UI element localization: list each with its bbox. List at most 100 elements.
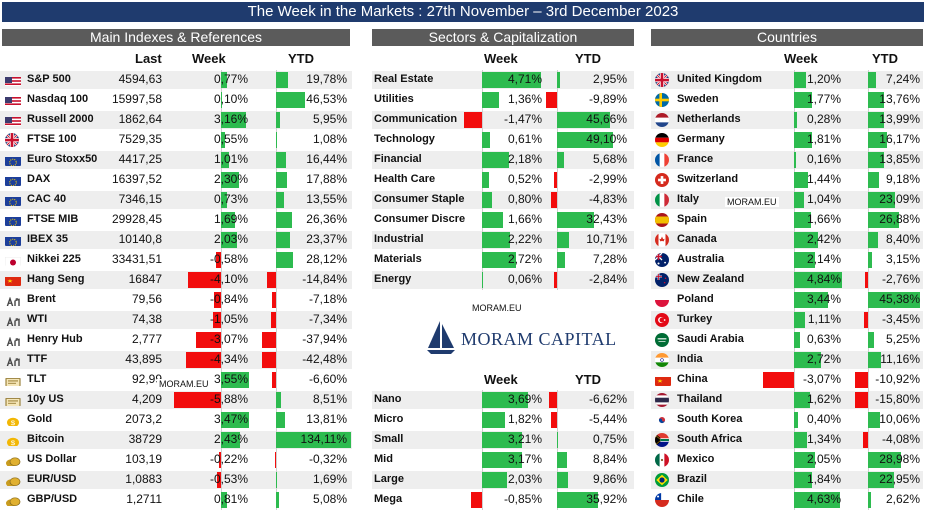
table-row[interactable]: Energy 0,06% -2,84% [372,270,634,290]
week-value: 1,66% [806,212,841,226]
row-name: TLT [27,373,47,385]
table-row[interactable]: Switzerland 1,44% 9,18% [651,170,923,190]
table-row[interactable]: Health Care 0,52% -2,99% [372,170,634,190]
table-row[interactable]: EUR/USD 1,0883 -0,53% 1,69% [0,470,352,490]
table-row[interactable]: S&P 500 4594,63 0,77% 19,78% [0,70,352,90]
row-name: Consumer Discre [374,213,466,225]
table-row[interactable]: Technology 0,61% 49,10% [372,130,634,150]
table-row[interactable]: Russell 2000 1862,64 3,16% 5,95% [0,110,352,130]
row-name: Brent [27,293,56,305]
table-row[interactable]: Canada 2,42% 8,40% [651,230,923,250]
row-name: Utilities [374,93,414,105]
table-row[interactable]: Large 2,03% 9,86% [372,470,634,490]
table-row[interactable]: $ Gold 2073,2 3,47% 13,81% [0,410,352,430]
week-axis [482,110,483,130]
table-row[interactable]: Nasdaq 100 15997,58 0,10% 46,53% [0,90,352,110]
table-row[interactable]: United Kingdom 1,20% 7,24% [651,70,923,90]
table-row[interactable]: TLT 92,99 3,55% -6,60% [0,370,352,390]
table-row[interactable]: DAX 16397,52 2,30% 17,88% [0,170,352,190]
table-row[interactable]: Brent 79,56 -0,84% -7,18% [0,290,352,310]
table-row[interactable]: Sweden 1,77% 13,76% [651,90,923,110]
table-row[interactable]: India 2,72% 11,16% [651,350,923,370]
table-row[interactable]: Euro Stoxx50 4417,25 1,01% 16,44% [0,150,352,170]
table-row[interactable]: Micro 1,82% -5,44% [372,410,634,430]
week-axis [794,370,795,390]
table-row[interactable]: Nano 3,69% -6,62% [372,390,634,410]
table-row[interactable]: FTSE 100 7529,35 0,55% 1,08% [0,130,352,150]
week-bar [219,452,221,468]
table-row[interactable]: Consumer Staple 0,80% -4,83% [372,190,634,210]
table-row[interactable]: Poland 3,44% 45,38% [651,290,923,310]
table-row[interactable]: Hang Seng 16847 -4,10% -14,84% [0,270,352,290]
table-row[interactable]: CAC 40 7346,15 0,73% 13,55% [0,190,352,210]
table-row[interactable]: Consumer Discre 1,66% 32,43% [372,210,634,230]
row-name: Nikkei 225 [27,253,81,265]
table-row[interactable]: South Korea 0,40% 10,06% [651,410,923,430]
week-bar [482,272,483,288]
week-value: -0,85% [503,492,542,506]
ytd-value: 13,99% [879,112,920,126]
table-row[interactable]: Communication -1,47% 45,66% [372,110,634,130]
ytd-bar [855,392,868,408]
table-row[interactable]: France 0,16% 13,85% [651,150,923,170]
table-row[interactable]: 10y US 4,209 -5,88% 8,51% [0,390,352,410]
ytd-value: -7,34% [308,312,347,326]
table-row[interactable]: IBEX 35 10140,8 2,03% 23,37% [0,230,352,250]
table-row[interactable]: GBP/USD 1,2711 0,81% 5,08% [0,490,352,510]
week-bar [188,272,221,288]
ytd-bar [276,172,288,188]
row-name: Bitcoin [27,433,65,445]
table-row[interactable]: Germany 1,81% 16,17% [651,130,923,150]
table-row[interactable]: Italy 1,04% 23,09% [651,190,923,210]
ytd-axis [276,330,277,350]
table-row[interactable]: WTI 74,38 -1,05% -7,34% [0,310,352,330]
week-bar [186,352,221,368]
table-row[interactable]: Australia 2,14% 3,15% [651,250,923,270]
ytd-value: -6,60% [308,372,347,386]
week-value: 2,72% [806,352,841,366]
table-row[interactable]: Saudi Arabia 0,63% 5,25% [651,330,923,350]
table-row[interactable]: Turkey 1,11% -3,45% [651,310,923,330]
us-flag [5,95,21,106]
sector-week-header: Week [484,51,518,66]
week-value: 1,44% [806,172,841,186]
row-name: Mega [374,493,403,505]
table-row[interactable]: Mexico 2,05% 28,98% [651,450,923,470]
table-row[interactable]: Thailand 1,62% -15,80% [651,390,923,410]
week-bar [221,432,241,448]
table-row[interactable]: Real Estate 4,71% 2,95% [372,70,634,90]
row-band [372,271,634,289]
table-row[interactable]: Mid 3,17% 8,84% [372,450,634,470]
table-row[interactable]: Mega -0,85% 35,92% [372,490,634,510]
ytd-value: -6,62% [588,392,627,406]
table-row[interactable]: Small 3,21% 0,75% [372,430,634,450]
ytd-bar [864,272,868,288]
table-row[interactable]: US Dollar 103,19 -0,22% -0,32% [0,450,352,470]
table-row[interactable]: TTF 43,895 -4,34% -42,48% [0,350,352,370]
table-row[interactable]: Financial 2,18% 5,68% [372,150,634,170]
table-row[interactable]: $ Bitcoin 38729 2,43% 134,11% [0,430,352,450]
row-name: Italy [677,193,700,205]
table-row[interactable]: Netherlands 0,28% 13,99% [651,110,923,130]
watermark-main: MORAM.EU [157,379,211,389]
logo-text: MORAM CAPITAL [461,329,617,349]
table-row[interactable]: Spain 1,66% 26,88% [651,210,923,230]
table-row[interactable]: Materials 2,72% 7,28% [372,250,634,270]
ytd-bar [557,132,614,148]
table-row[interactable]: South Africa 1,34% -4,08% [651,430,923,450]
table-row[interactable]: Industrial 2,22% 10,71% [372,230,634,250]
table-row[interactable]: China -3,07% -10,92% [651,370,923,390]
table-row[interactable]: Chile 4,63% 2,62% [651,490,923,510]
ytd-bar [276,252,294,268]
bond-icon [5,375,21,386]
ytd-axis [557,170,558,190]
ytd-axis [557,270,558,290]
table-row[interactable]: Brazil 1,84% 22,95% [651,470,923,490]
table-row[interactable]: Nikkei 225 33431,51 -0,58% 28,12% [0,250,352,270]
table-row[interactable]: Henry Hub 2,777 -3,07% -37,94% [0,330,352,350]
table-row[interactable]: New Zealand 4,84% -2,76% [651,270,923,290]
fr-flag [655,153,669,167]
table-row[interactable]: FTSE MIB 29928,45 1,69% 26,36% [0,210,352,230]
table-row[interactable]: Utilities 1,36% -9,89% [372,90,634,110]
row-name: China [677,373,708,385]
